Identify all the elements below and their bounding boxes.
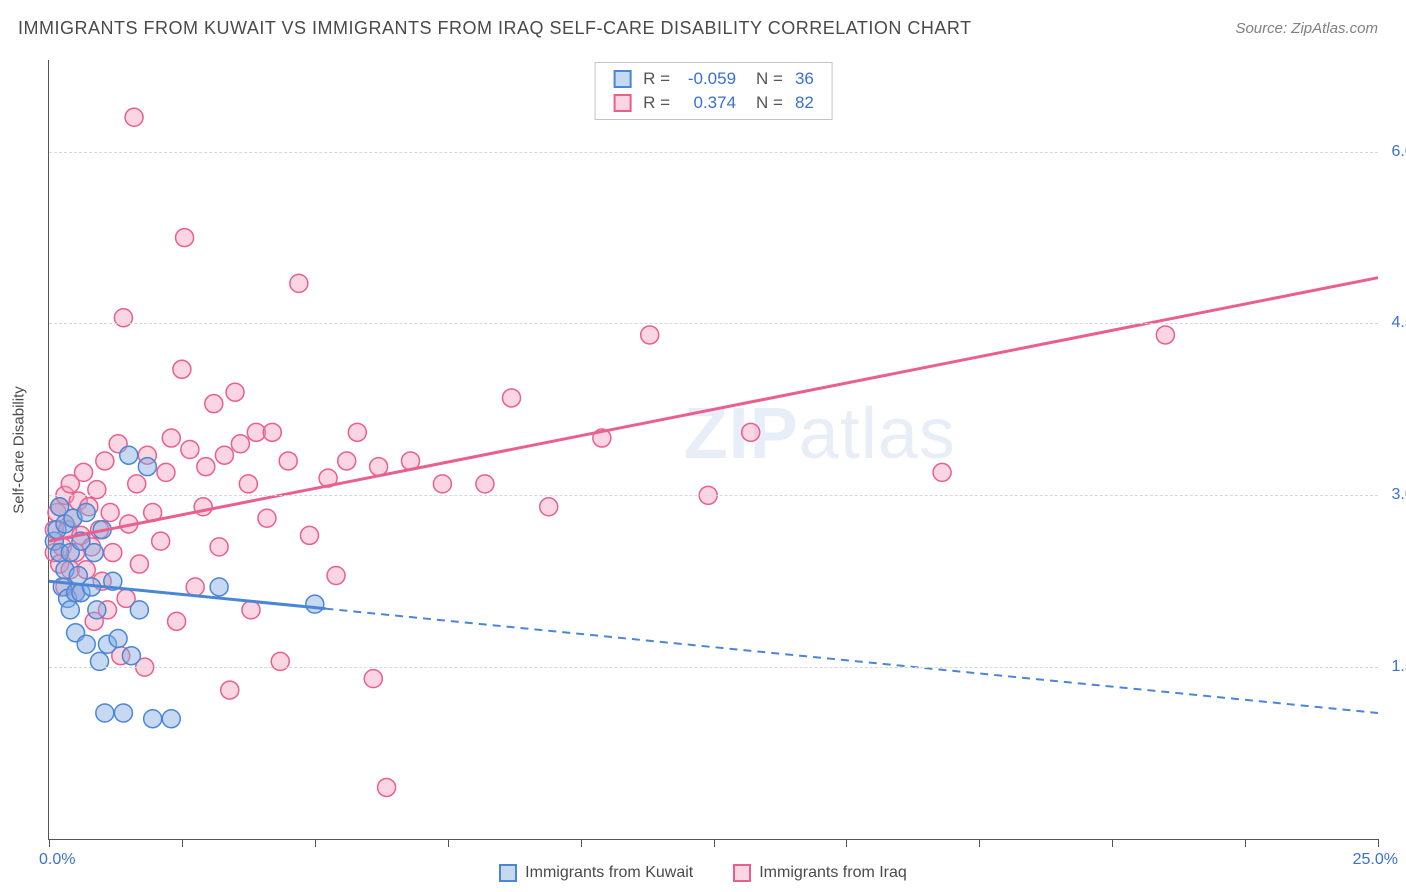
scatter-point-iraq [130,555,148,573]
legend-item-iraq: Immigrants from Iraq [733,864,907,882]
scatter-point-kuwait [88,601,106,619]
scatter-point-iraq [502,389,520,407]
scatter-point-iraq [370,458,388,476]
gridline-h [49,667,1378,668]
y-tick-label: 6.0% [1392,143,1406,161]
scatter-point-kuwait [85,544,103,562]
stats-row-iraq: R = 0.374 N = 82 [613,91,814,115]
scatter-point-kuwait [144,710,162,728]
x-tick [714,839,715,847]
scatter-point-kuwait [120,446,138,464]
chart-header: IMMIGRANTS FROM KUWAIT VS IMMIGRANTS FRO… [0,0,1406,49]
scatter-point-kuwait [130,601,148,619]
scatter-point-iraq [933,463,951,481]
scatter-point-iraq [101,504,119,522]
plot-svg [49,60,1378,839]
stats-row-kuwait: R = -0.059 N = 36 [613,67,814,91]
y-tick-label: 3.0% [1392,486,1406,504]
gridline-h [49,323,1378,324]
legend-swatch-iraq [733,864,751,882]
scatter-point-iraq [540,498,558,516]
scatter-point-iraq [279,452,297,470]
x-tick [448,839,449,847]
x-tick [1112,839,1113,847]
scatter-point-iraq [476,475,494,493]
scatter-point-iraq [641,326,659,344]
trend-line-dashed-kuwait [325,609,1378,713]
x-tick [1378,839,1379,847]
legend-label-kuwait: Immigrants from Kuwait [525,864,693,882]
gridline-h [49,495,1378,496]
scatter-point-iraq [125,108,143,126]
scatter-point-kuwait [109,630,127,648]
plot-area: Self-Care Disability ZIPatlas R = -0.059… [48,60,1378,840]
x-tick [1245,839,1246,847]
scatter-point-iraq [104,544,122,562]
scatter-point-iraq [197,458,215,476]
legend-bottom: Immigrants from Kuwait Immigrants from I… [0,864,1406,882]
scatter-point-iraq [300,526,318,544]
scatter-point-iraq [162,429,180,447]
scatter-point-iraq [239,475,257,493]
scatter-point-iraq [96,452,114,470]
scatter-point-iraq [242,601,260,619]
legend-item-kuwait: Immigrants from Kuwait [499,864,693,882]
chart-title: IMMIGRANTS FROM KUWAIT VS IMMIGRANTS FRO… [18,18,972,39]
scatter-point-iraq [157,463,175,481]
y-tick-label: 4.5% [1392,314,1406,332]
scatter-point-iraq [176,229,194,247]
x-tick [846,839,847,847]
scatter-point-iraq [215,446,233,464]
x-tick [49,839,50,847]
scatter-point-kuwait [138,458,156,476]
scatter-point-iraq [263,423,281,441]
x-tick [182,839,183,847]
x-tick [315,839,316,847]
stats-legend-box: R = -0.059 N = 36 R = 0.374 N = 82 [594,62,833,120]
scatter-point-iraq [221,681,239,699]
legend-swatch-kuwait [499,864,517,882]
scatter-point-kuwait [210,578,228,596]
y-tick-label: 1.5% [1392,658,1406,676]
scatter-point-iraq [128,475,146,493]
scatter-point-kuwait [96,704,114,722]
scatter-point-kuwait [162,710,180,728]
scatter-point-iraq [210,538,228,556]
scatter-point-iraq [290,274,308,292]
x-tick [979,839,980,847]
scatter-point-iraq [152,532,170,550]
scatter-point-kuwait [114,704,132,722]
legend-label-iraq: Immigrants from Iraq [759,864,907,882]
scatter-point-iraq [168,612,186,630]
scatter-point-iraq [231,435,249,453]
scatter-point-iraq [348,423,366,441]
scatter-point-iraq [186,578,204,596]
y-axis-label: Self-Care Disability [11,386,28,514]
chart-source: Source: ZipAtlas.com [1235,20,1378,37]
scatter-point-iraq [205,395,223,413]
scatter-point-kuwait [77,504,95,522]
scatter-point-iraq [173,360,191,378]
scatter-point-kuwait [122,647,140,665]
scatter-point-kuwait [61,601,79,619]
scatter-point-iraq [338,452,356,470]
chart-container: Self-Care Disability ZIPatlas R = -0.059… [48,60,1378,840]
scatter-point-iraq [75,463,93,481]
scatter-point-iraq [364,670,382,688]
gridline-h [49,152,1378,153]
swatch-iraq [613,94,631,112]
scatter-point-iraq [258,509,276,527]
scatter-point-iraq [1156,326,1174,344]
scatter-point-iraq [433,475,451,493]
swatch-kuwait [613,70,631,88]
scatter-point-iraq [226,383,244,401]
scatter-point-iraq [378,778,396,796]
scatter-point-iraq [742,423,760,441]
scatter-point-iraq [327,567,345,585]
scatter-point-kuwait [77,635,95,653]
x-tick [581,839,582,847]
scatter-point-iraq [181,441,199,459]
scatter-point-kuwait [306,595,324,613]
